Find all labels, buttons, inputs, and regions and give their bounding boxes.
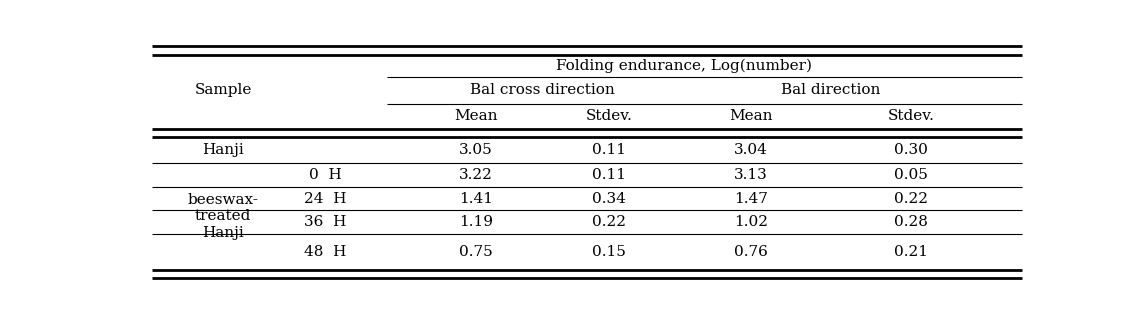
Text: 3.05: 3.05 xyxy=(459,143,492,157)
Text: 0.22: 0.22 xyxy=(894,192,927,205)
Text: Bal cross direction: Bal cross direction xyxy=(471,83,615,98)
Text: Hanji: Hanji xyxy=(203,143,244,157)
Text: 0.15: 0.15 xyxy=(592,245,626,259)
Text: Stdev.: Stdev. xyxy=(887,109,934,123)
Text: 0.75: 0.75 xyxy=(459,245,492,259)
Text: 0.34: 0.34 xyxy=(592,192,626,205)
Text: Mean: Mean xyxy=(455,109,498,123)
Text: 1.02: 1.02 xyxy=(734,215,768,229)
Text: 0  H: 0 H xyxy=(309,168,341,182)
Text: 3.13: 3.13 xyxy=(734,168,768,182)
Text: Bal direction: Bal direction xyxy=(781,83,881,98)
Text: Mean: Mean xyxy=(729,109,773,123)
Text: 1.47: 1.47 xyxy=(734,192,768,205)
Text: 1.41: 1.41 xyxy=(459,192,492,205)
Text: 48  H: 48 H xyxy=(303,245,346,259)
Text: 0.11: 0.11 xyxy=(592,168,626,182)
Text: beeswax-
treated
Hanji: beeswax- treated Hanji xyxy=(188,193,259,240)
Text: Stdev.: Stdev. xyxy=(585,109,632,123)
Text: 0.05: 0.05 xyxy=(894,168,927,182)
Text: 0.28: 0.28 xyxy=(894,215,927,229)
Text: 3.04: 3.04 xyxy=(734,143,768,157)
Text: 3.22: 3.22 xyxy=(459,168,492,182)
Text: 36  H: 36 H xyxy=(303,215,346,229)
Text: 0.30: 0.30 xyxy=(894,143,927,157)
Text: 0.11: 0.11 xyxy=(592,143,626,157)
Text: 0.22: 0.22 xyxy=(592,215,626,229)
Text: 0.21: 0.21 xyxy=(894,245,927,259)
Text: Sample: Sample xyxy=(195,83,252,98)
Text: 24  H: 24 H xyxy=(303,192,346,205)
Text: 0.76: 0.76 xyxy=(734,245,768,259)
Text: Folding endurance, Log(number): Folding endurance, Log(number) xyxy=(556,58,813,73)
Text: 1.19: 1.19 xyxy=(459,215,492,229)
